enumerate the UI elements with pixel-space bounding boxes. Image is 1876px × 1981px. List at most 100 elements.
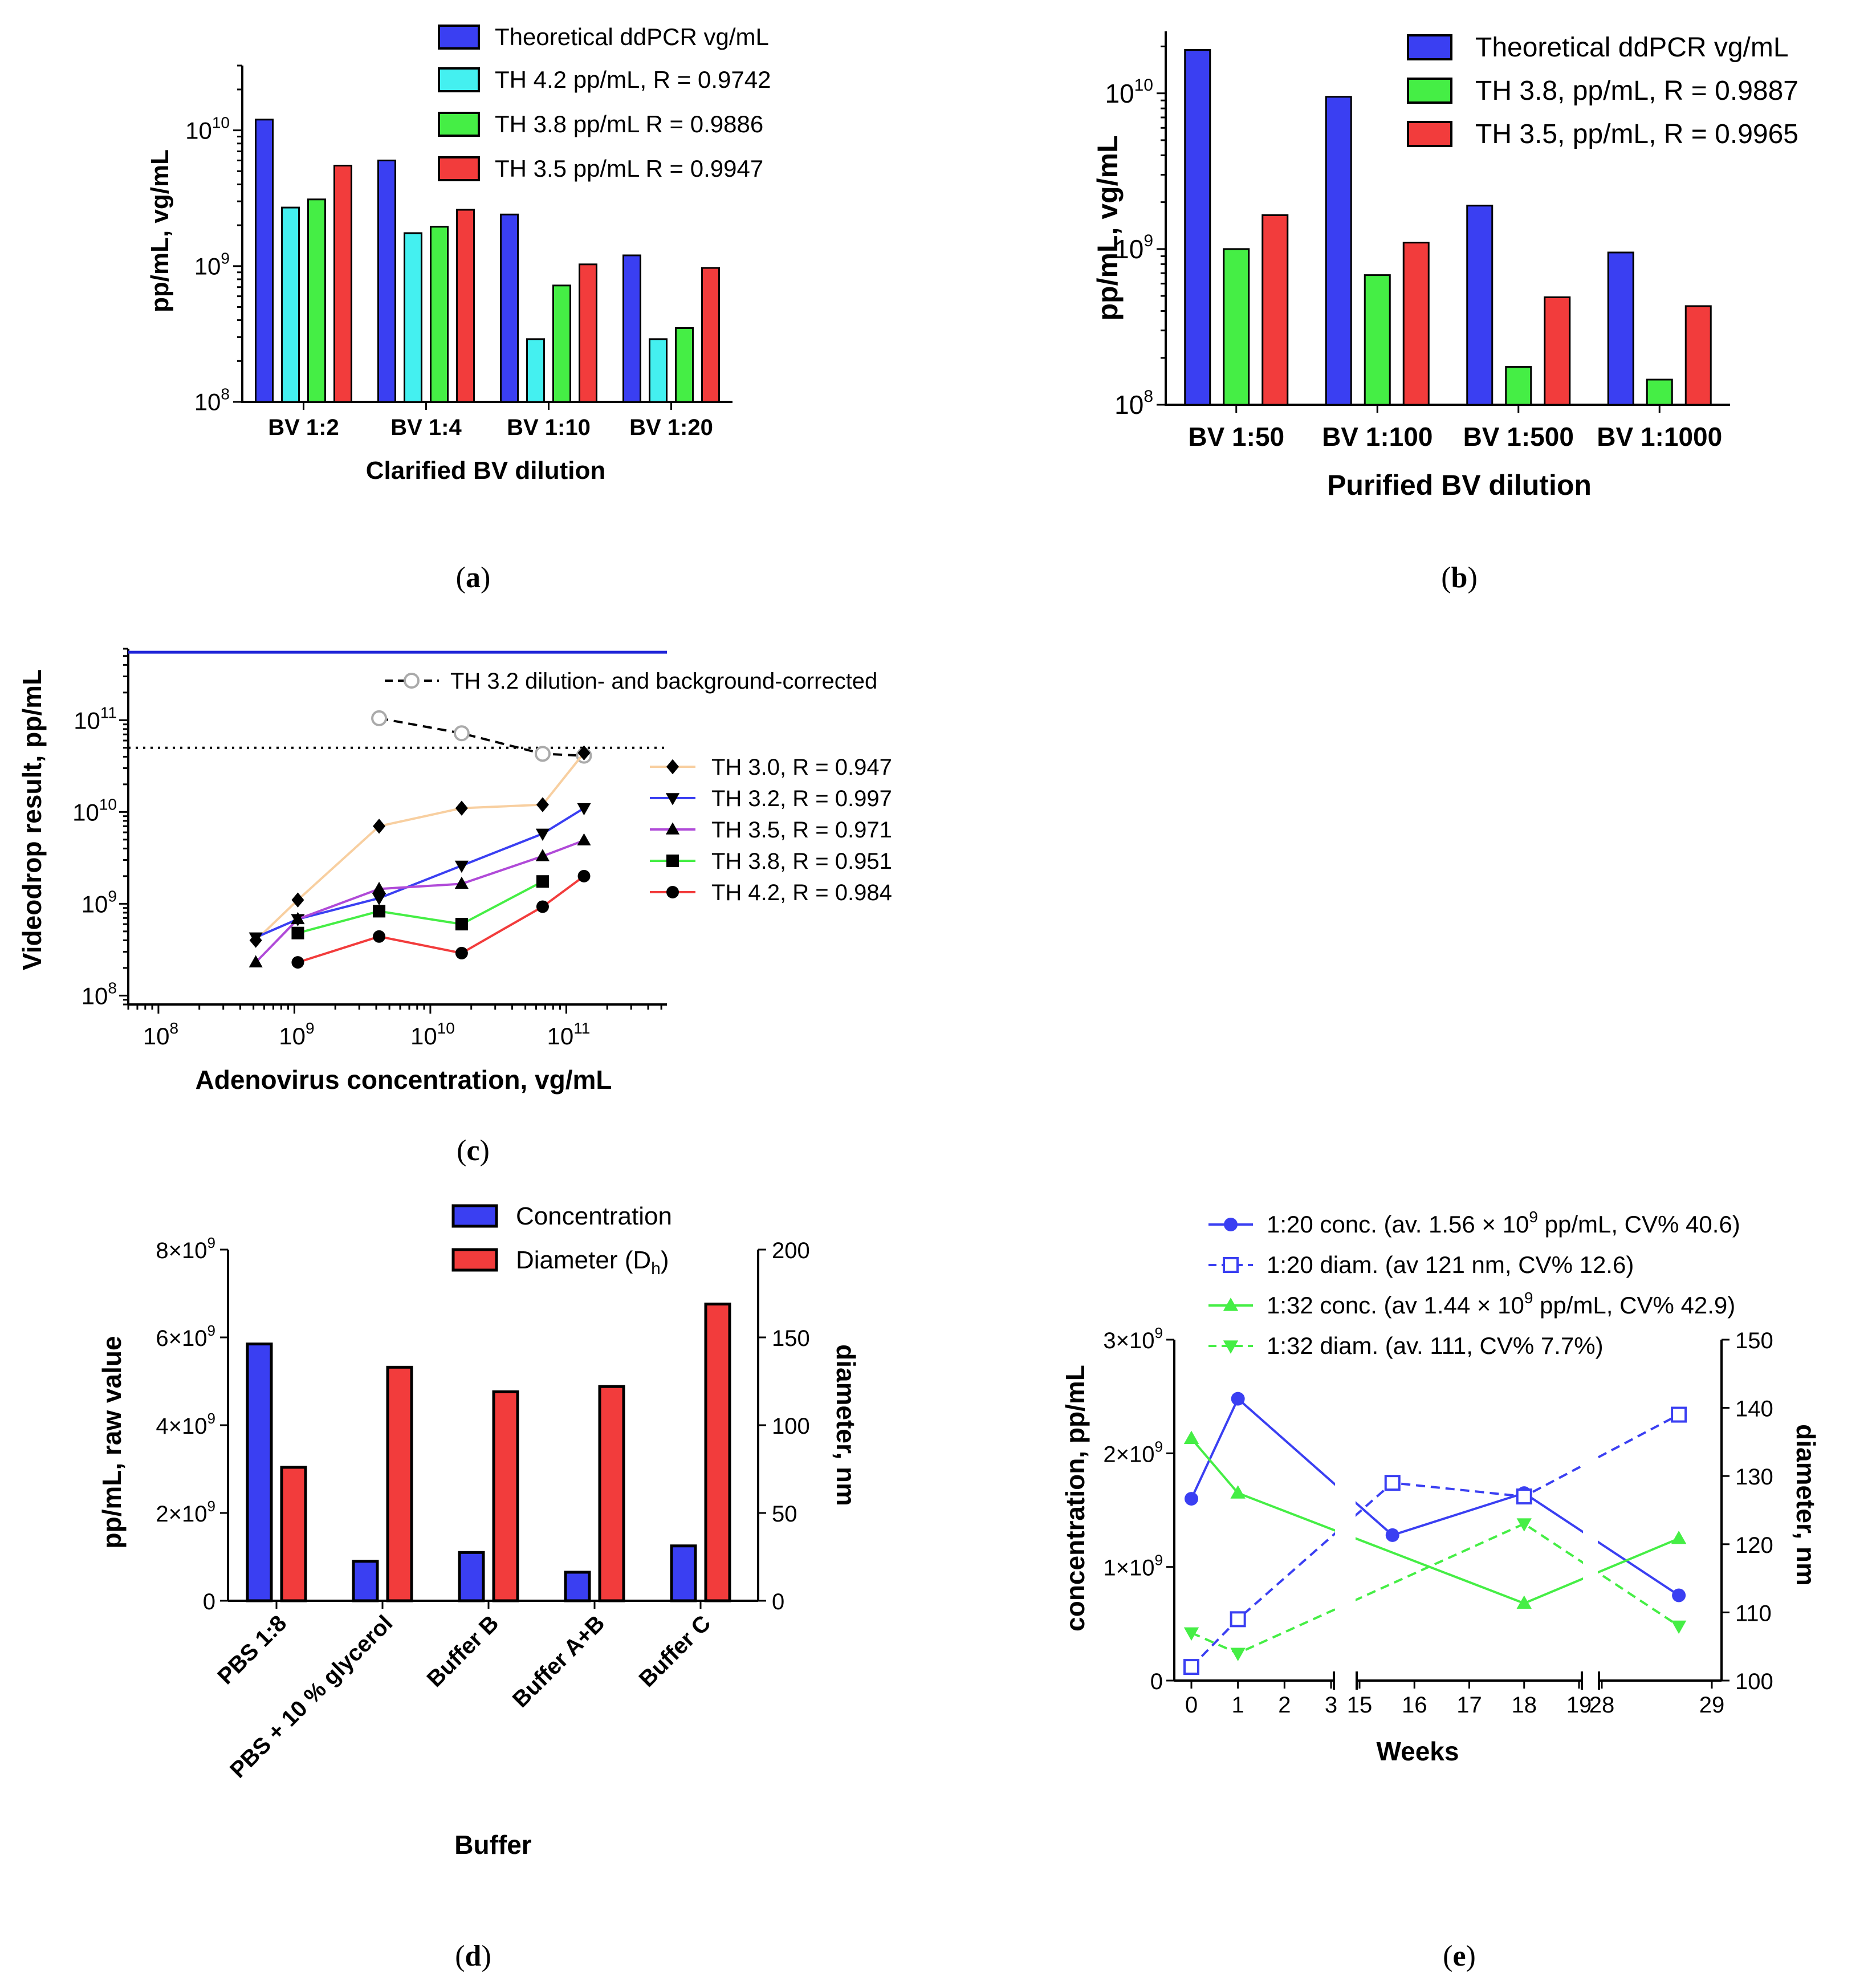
- legend-marker: [1223, 1297, 1239, 1311]
- data-point: [455, 918, 468, 931]
- bar: [255, 119, 274, 403]
- x-tick-label: 0: [1185, 1693, 1198, 1718]
- bar: [675, 327, 694, 403]
- legend-d-label-0: Concentration: [516, 1202, 672, 1230]
- y-right-tick-label: 150: [1735, 1328, 1773, 1353]
- bar: [598, 1385, 625, 1602]
- data-point: [454, 876, 469, 889]
- data-point: [455, 946, 468, 959]
- legend-a-label-2: TH 3.8 pp/mL R = 0.9886: [495, 111, 763, 137]
- panel-e-xlabel: Weeks: [1377, 1736, 1459, 1766]
- panel-d-legend: Concentration Diameter (Dh): [451, 1202, 672, 1278]
- x-tick-label: 1011: [547, 1019, 591, 1050]
- x-tick-label: 16: [1402, 1693, 1427, 1718]
- panel-c-xlabel: Adenovirus concentration, vg/mL: [196, 1065, 612, 1095]
- panel-a: 108 109 1010 BV 1:2 BV 1:4 BV 1:10 BV 1:20 The…: [146, 23, 771, 594]
- bar: [1184, 49, 1211, 406]
- series-line: [1191, 1522, 1680, 1655]
- data-point: [577, 833, 591, 846]
- bar: [1466, 205, 1494, 406]
- y-right-tick-label: 50: [772, 1502, 797, 1527]
- bar: [500, 213, 519, 403]
- legend-b-label-2: TH 3.5, pp/mL, R = 0.9965: [1475, 119, 1798, 149]
- data-point: [1671, 1620, 1687, 1634]
- bar: [701, 267, 720, 403]
- panel-b: 108 109 1010 BV 1:50 BV 1:100 BV 1:500 BV 1:10…: [1092, 31, 1798, 594]
- legend-a-swatch-3: [438, 156, 480, 181]
- bar: [1261, 214, 1289, 406]
- data-point: [373, 930, 386, 943]
- y-tick-label: 109: [82, 887, 117, 917]
- bar: [1325, 96, 1352, 406]
- data-point: [1231, 1392, 1245, 1406]
- y-right-tick-label: 150: [772, 1326, 810, 1351]
- bar: [1607, 251, 1634, 406]
- bar: [649, 338, 668, 403]
- y-tick-label: 1011: [74, 703, 117, 734]
- x-tick-label: 28: [1589, 1693, 1615, 1718]
- legend-d-label-1: Diameter (Dh): [516, 1246, 669, 1278]
- bar: [704, 1302, 731, 1602]
- break-gap-mask: [1583, 1334, 1598, 1663]
- data-point: [535, 828, 550, 841]
- x-tick-label: 19: [1566, 1693, 1592, 1718]
- data-point: [1185, 1492, 1198, 1506]
- y-tick-label: 0: [1150, 1669, 1163, 1694]
- data-point: [291, 956, 304, 969]
- legend-marker: [1223, 1340, 1239, 1354]
- x-tick-label: 108: [143, 1019, 178, 1050]
- legend-marker: [665, 822, 680, 835]
- legend-a-swatch-0: [438, 25, 480, 50]
- bar: [456, 209, 475, 403]
- x-tick-label: 17: [1456, 1693, 1482, 1718]
- x-tick-label: Buffer A+B: [508, 1610, 610, 1712]
- y-tick-label: 109: [1114, 231, 1153, 264]
- legend-marker: [665, 793, 680, 806]
- bar: [458, 1551, 485, 1602]
- series-line: [255, 752, 585, 941]
- series-line: [255, 839, 585, 963]
- data-point: [1183, 1430, 1199, 1445]
- panel-e-legend: 1:20 conc. (av. 1.56 × 109 pp/mL, CV% 40…: [1208, 1208, 1740, 1359]
- legend-marker: [404, 673, 420, 689]
- bar: [1223, 248, 1250, 406]
- legend-b-swatch-2: [1407, 121, 1452, 147]
- x-tick-label: BV 1:50: [1188, 422, 1284, 451]
- y-tick-label: 1010: [1105, 76, 1153, 108]
- panel-b-legend: Theoretical ddPCR vg/mL TH 3.8, pp/mL, R…: [1407, 32, 1798, 149]
- legend-label: TH 3.8, R = 0.951: [711, 849, 892, 874]
- panel-e-ylabel-right: diameter, nm: [1791, 1424, 1821, 1586]
- legend-marker: [1223, 1257, 1239, 1273]
- panel-d-caption: (d): [455, 1940, 491, 1972]
- legend-b-label-1: TH 3.8, pp/mL, R = 0.9887: [1475, 76, 1798, 106]
- panel-c-legend: TH 3.2 dilution- and background-correcte…: [385, 669, 892, 905]
- data-point: [536, 900, 549, 913]
- data-point: [536, 797, 549, 812]
- data-point: [1385, 1528, 1399, 1542]
- panel-a-plot: 108 109 1010 BV 1:2 BV 1:4 BV 1:10 BV 1:20: [185, 64, 733, 440]
- bar: [333, 164, 352, 403]
- y-tick-label: 1010: [185, 113, 230, 144]
- panel-e-caption: (e): [1443, 1940, 1476, 1972]
- bar: [352, 1560, 379, 1602]
- legend-marker: [666, 855, 679, 867]
- x-tick-label: Buffer B: [422, 1610, 504, 1692]
- x-tick-label: Buffer C: [634, 1610, 716, 1692]
- panel-c-ylabel: Videodrop result, pp/mL: [17, 669, 47, 970]
- legend-label: TH 3.2, R = 0.997: [711, 786, 892, 811]
- data-point: [372, 893, 386, 906]
- panel-a-xlabel: Clarified BV dilution: [366, 457, 605, 485]
- bar: [1402, 242, 1430, 406]
- bar: [670, 1544, 697, 1602]
- x-tick-label: 109: [279, 1019, 314, 1050]
- panel-e-ylabel: concentration, pp/mL: [1060, 1365, 1090, 1632]
- bar: [1544, 296, 1571, 406]
- x-tick-label: 15: [1347, 1693, 1373, 1718]
- legend-marker: [666, 759, 679, 775]
- bar: [307, 198, 326, 403]
- break-gap-mask: [1335, 1334, 1356, 1663]
- y-tick-label: 109: [194, 250, 230, 280]
- panel-d-ylabel: pp/mL, raw value: [97, 1336, 127, 1548]
- legend-e-label-3: 1:32 diam. (av. 111, CV% 7.7%): [1267, 1332, 1604, 1359]
